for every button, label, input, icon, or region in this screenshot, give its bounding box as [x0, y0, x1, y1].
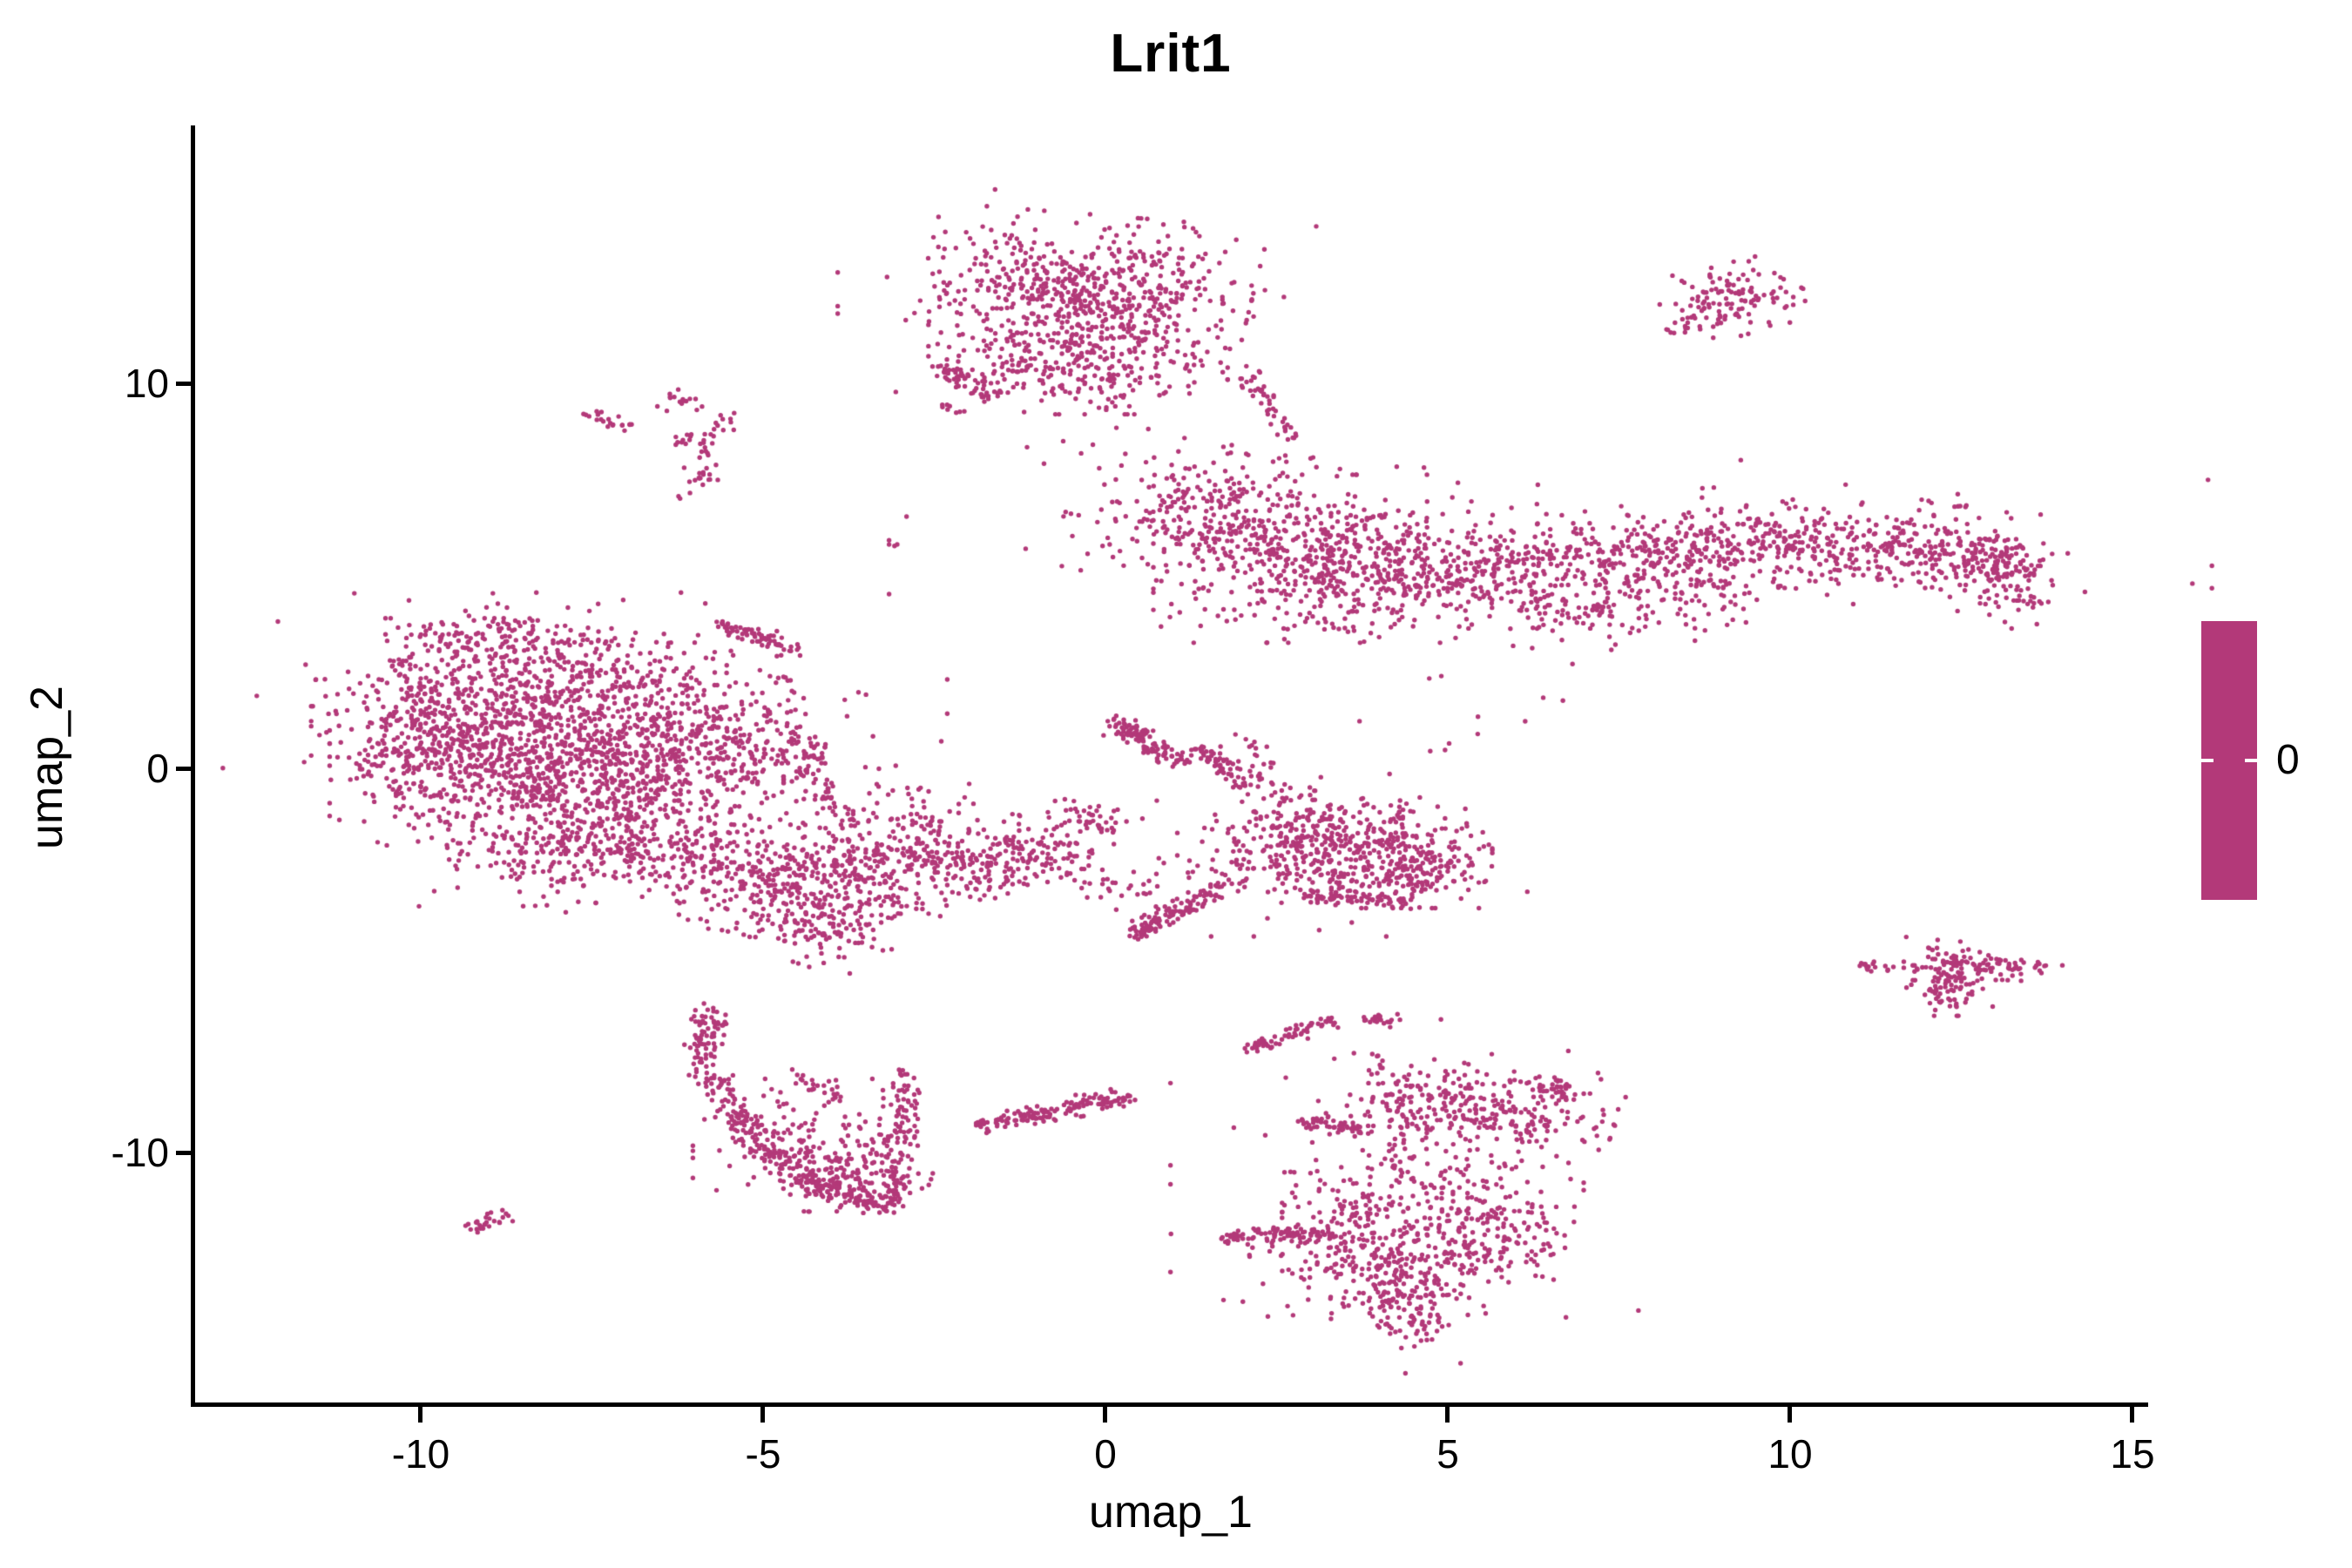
y-axis-line: [191, 125, 195, 1407]
x-tick-mark: [760, 1407, 765, 1423]
x-tick-label: -5: [745, 1431, 781, 1477]
legend-colorbar: [2201, 621, 2257, 900]
x-tick-mark: [1788, 1407, 1792, 1423]
x-axis-line: [191, 1402, 2148, 1407]
x-tick-label: 5: [1436, 1431, 1459, 1477]
colorbar-tick-right: [2245, 759, 2257, 762]
x-tick-label: 15: [2110, 1431, 2155, 1477]
legend-tick-label: 0: [2276, 737, 2300, 783]
plot-title: Lrit1: [1110, 24, 1232, 84]
y-tick-label: 0: [146, 746, 169, 791]
y-axis-title: umap_2: [22, 686, 72, 849]
x-tick-mark: [418, 1407, 422, 1423]
y-tick-label: 10: [124, 361, 169, 406]
x-tick-mark: [1445, 1407, 1450, 1423]
y-tick-mark: [176, 1151, 192, 1155]
x-tick-mark: [2130, 1407, 2134, 1423]
x-axis-title: umap_1: [1089, 1487, 1253, 1538]
y-tick-mark: [176, 767, 192, 771]
x-tick-label: 0: [1094, 1431, 1117, 1477]
x-tick-label: 10: [1767, 1431, 1813, 1477]
x-tick-mark: [1103, 1407, 1107, 1423]
y-tick-label: -10: [111, 1130, 169, 1175]
y-tick-mark: [176, 382, 192, 386]
colorbar-tick-left: [2201, 759, 2213, 762]
x-tick-label: -10: [391, 1431, 450, 1477]
